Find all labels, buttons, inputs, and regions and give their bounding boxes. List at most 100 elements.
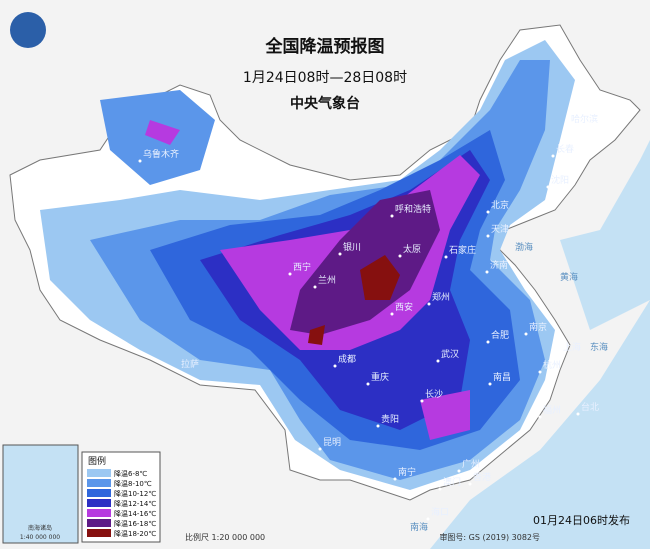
city-label: 乌鲁木齐 [143,148,179,160]
zone-18-20 [308,255,400,345]
city-label: 北京 [491,199,509,211]
city-label: 呼和浩特 [395,203,431,215]
city-dot [436,359,440,363]
legend-swatch [87,489,111,497]
city-dot [551,154,555,158]
city-label: 广州 [462,458,480,470]
city-dot [486,340,490,344]
city-dot [538,415,542,419]
legend-label: 降温12-14℃ [114,499,156,508]
legend-swatch [87,509,111,517]
city-dot [427,302,431,306]
zone-16-18 [290,190,440,335]
city-dot [393,477,397,481]
footer-scale: 比例尺 1:20 000 000 [185,532,265,542]
city-dot [313,285,317,289]
city-dot [566,124,570,128]
city-label: 海口 [431,506,449,518]
city-label: 贵阳 [381,413,399,425]
city-dot [176,369,180,373]
city-label: 太原 [403,243,421,255]
legend-swatch [87,529,111,537]
city-dot [468,482,472,486]
city-label: 哈尔滨 [571,113,598,125]
city-dot [488,382,492,386]
title: 全国降温预报图 [265,36,385,57]
city-dot [138,159,142,163]
city-dot [438,487,442,491]
city-label: 南昌 [493,371,511,383]
city-label: 石家庄 [449,244,476,256]
city-dot [366,382,370,386]
legend-label: 降温6-8℃ [114,469,147,478]
city-label: 澳门 [443,476,461,488]
legend: 降温6-8℃降温8-10℃降温10-12℃降温12-14℃降温14-16℃降温1… [87,469,156,538]
legend-swatch [87,519,111,527]
period: 1月24日08时—28日08时 [243,70,407,86]
city-dot [398,254,402,258]
city-dot [457,469,461,473]
city-dot [558,352,562,356]
city-dot [376,424,380,428]
cooling-zones [40,40,575,490]
legend-label: 降温10-12℃ [114,489,156,498]
city-label: 拉萨 [181,358,199,370]
city-label: 合肥 [491,329,509,341]
issuer: 中央气象台 [290,95,360,112]
sea [430,140,650,549]
legend-label: 降温16-18℃ [114,519,156,528]
city-label: 郑州 [432,291,450,303]
city-dot [524,332,528,336]
city-dot [486,210,490,214]
footer-approval: 审图号: GS (2019) 3082号 [439,532,540,542]
city-label: 银川 [343,241,361,253]
footer-issued: 01月24日06时发布 [533,513,630,527]
legend-title: 图例 [88,455,106,467]
city-dot [333,364,337,368]
city-dot [485,270,489,274]
legend-swatch [87,479,111,487]
sea-label: 东海 [590,341,608,353]
city-label: 香港 [473,471,491,483]
city-label: 成都 [338,353,356,365]
city-dot [546,185,550,189]
city-dot [390,312,394,316]
city-label: 福州 [543,404,561,416]
city-label: 南宁 [398,466,416,478]
legend-label: 降温8-10℃ [114,479,152,488]
city-dot [338,252,342,256]
legend-swatch [87,499,111,507]
city-label: 上海 [563,341,581,353]
city-dot [426,517,430,521]
city-label: 天津 [491,224,509,235]
sea-label: 渤海 [515,241,533,253]
inset-map [2,444,79,544]
city-label: 兰州 [318,274,336,286]
legend-label: 降温14-16℃ [114,509,156,518]
city-dot [576,412,580,416]
sea-label: 南海 [410,521,428,533]
legend-swatch [87,469,111,477]
city-label: 武汉 [441,348,459,360]
city-dot [318,447,322,451]
city-dot [444,255,448,259]
city-label: 杭州 [543,359,561,371]
legend-label: 降温18-20℃ [114,529,156,538]
city-dot [288,272,292,276]
city-label: 南京 [529,321,547,333]
inset-scale: 1:40 000 000 [20,534,60,541]
city-label: 济南 [490,259,508,271]
city-dot [486,234,490,238]
city-label: 台北 [581,401,599,413]
inset-title: 南海诸岛 [28,524,52,532]
city-label: 长沙 [425,388,443,400]
city-label: 西安 [395,301,413,313]
city-label: 长春 [556,143,574,155]
city-dot [390,214,394,218]
logo [10,12,46,48]
sea-label: 黄海 [560,271,578,283]
city-label: 西宁 [293,261,311,273]
